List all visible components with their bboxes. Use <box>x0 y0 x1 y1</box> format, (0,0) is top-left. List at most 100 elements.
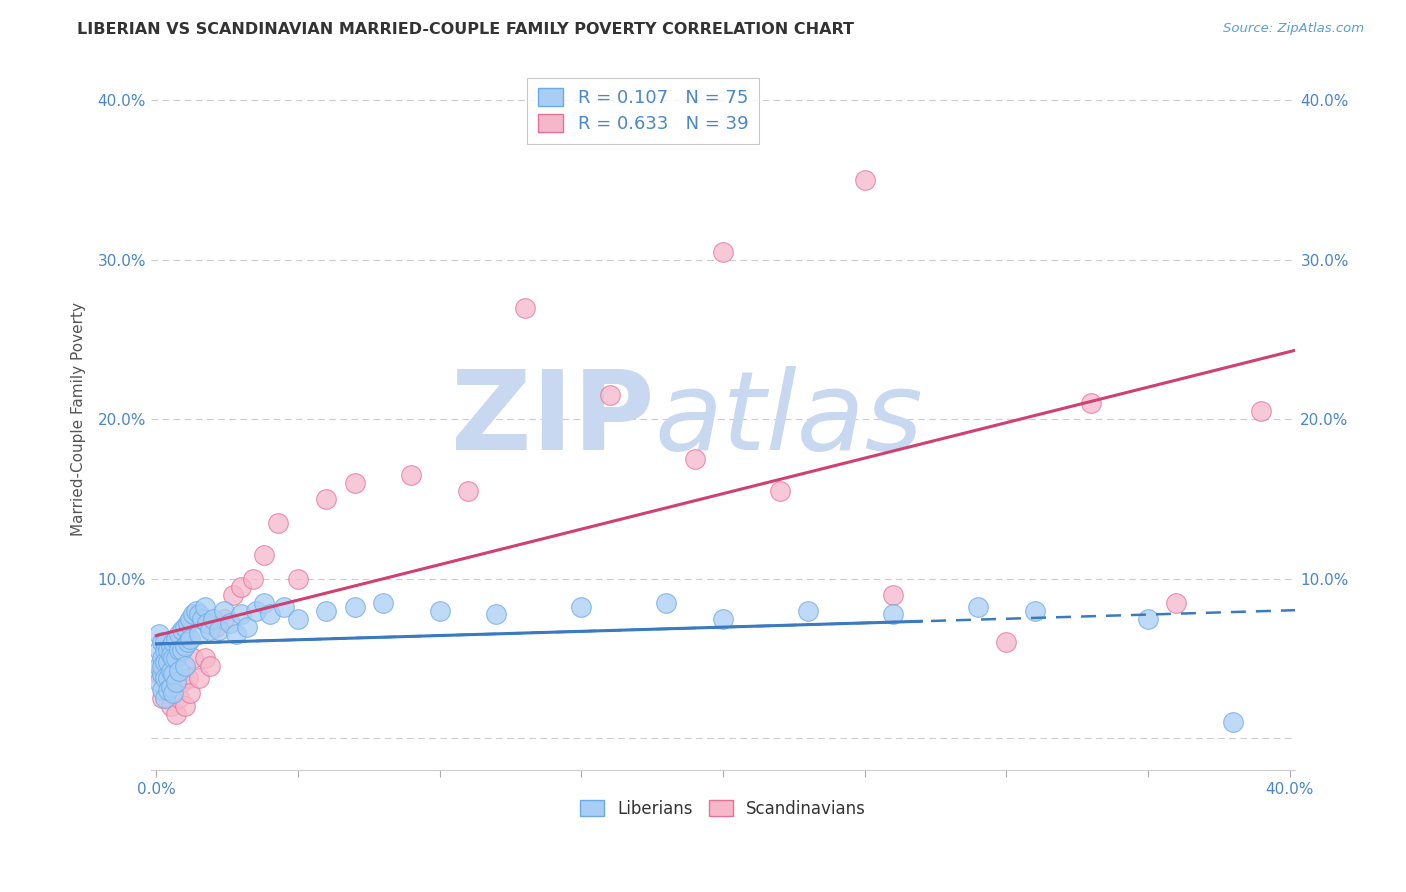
Text: LIBERIAN VS SCANDINAVIAN MARRIED-COUPLE FAMILY POVERTY CORRELATION CHART: LIBERIAN VS SCANDINAVIAN MARRIED-COUPLE … <box>77 22 855 37</box>
Point <box>181 651 204 665</box>
Point <box>162 667 184 681</box>
Point <box>153 671 176 685</box>
Point <box>273 600 295 615</box>
Point <box>599 388 621 402</box>
Point <box>153 655 176 669</box>
Point <box>967 600 990 615</box>
Point <box>1137 611 1160 625</box>
Point <box>214 611 236 625</box>
Point <box>259 607 281 621</box>
Point <box>315 491 337 506</box>
Point <box>225 627 247 641</box>
Point <box>153 643 176 657</box>
Point <box>184 603 207 617</box>
Point <box>853 173 876 187</box>
Point <box>882 607 904 621</box>
Point <box>208 623 231 637</box>
Point <box>219 616 242 631</box>
Point <box>1222 715 1244 730</box>
Point <box>485 607 508 621</box>
Point <box>769 483 792 498</box>
Point <box>315 603 337 617</box>
Point <box>287 572 309 586</box>
Point <box>429 603 451 617</box>
Point <box>253 596 276 610</box>
Point <box>245 603 267 617</box>
Point <box>159 648 181 663</box>
Point <box>167 691 190 706</box>
Point <box>711 244 734 259</box>
Point <box>150 667 173 681</box>
Point <box>165 675 187 690</box>
Point <box>343 476 366 491</box>
Point <box>156 643 179 657</box>
Point <box>156 683 179 698</box>
Point <box>156 671 179 685</box>
Point <box>150 651 173 665</box>
Legend: Liberians, Scandinavians: Liberians, Scandinavians <box>574 794 873 825</box>
Point <box>179 686 201 700</box>
Point <box>513 301 536 315</box>
Point <box>176 671 198 685</box>
Text: Source: ZipAtlas.com: Source: ZipAtlas.com <box>1223 22 1364 36</box>
Point <box>159 639 181 653</box>
Point <box>153 691 176 706</box>
Point <box>202 611 225 625</box>
Point <box>231 607 253 621</box>
Point <box>170 675 193 690</box>
Point <box>181 607 204 621</box>
Point <box>159 699 181 714</box>
Point <box>165 632 187 647</box>
Point <box>683 452 706 467</box>
Point <box>882 588 904 602</box>
Text: ZIP: ZIP <box>451 366 654 473</box>
Point <box>173 639 195 653</box>
Point <box>1166 596 1188 610</box>
Point <box>190 611 212 625</box>
Point <box>176 616 198 631</box>
Point <box>179 611 201 625</box>
Point <box>170 623 193 637</box>
Point <box>187 607 209 621</box>
Point <box>200 659 222 673</box>
Point <box>1080 396 1102 410</box>
Point <box>162 667 184 681</box>
Point <box>173 699 195 714</box>
Point <box>162 635 184 649</box>
Point <box>165 707 187 722</box>
Point <box>148 675 170 690</box>
Point <box>571 600 593 615</box>
Point <box>242 572 264 586</box>
Point <box>231 580 253 594</box>
Point <box>153 659 176 673</box>
Point <box>148 627 170 641</box>
Point <box>150 691 173 706</box>
Point <box>343 600 366 615</box>
Point <box>167 627 190 641</box>
Point <box>167 643 190 657</box>
Point <box>222 588 245 602</box>
Point <box>287 611 309 625</box>
Point <box>797 603 820 617</box>
Point <box>371 596 394 610</box>
Point <box>195 616 218 631</box>
Y-axis label: Married-Couple Family Poverty: Married-Couple Family Poverty <box>72 302 86 536</box>
Point <box>1250 404 1272 418</box>
Point <box>1024 603 1046 617</box>
Point <box>176 635 198 649</box>
Point <box>655 596 678 610</box>
Point <box>193 651 215 665</box>
Point <box>711 611 734 625</box>
Point <box>200 623 222 637</box>
Point <box>148 667 170 681</box>
Point <box>173 659 195 673</box>
Point <box>148 643 170 657</box>
Point <box>253 548 276 562</box>
Point <box>153 635 176 649</box>
Point <box>267 516 290 530</box>
Point <box>214 603 236 617</box>
Point <box>995 635 1018 649</box>
Point <box>156 655 179 669</box>
Point <box>187 627 209 641</box>
Text: atlas: atlas <box>654 366 922 473</box>
